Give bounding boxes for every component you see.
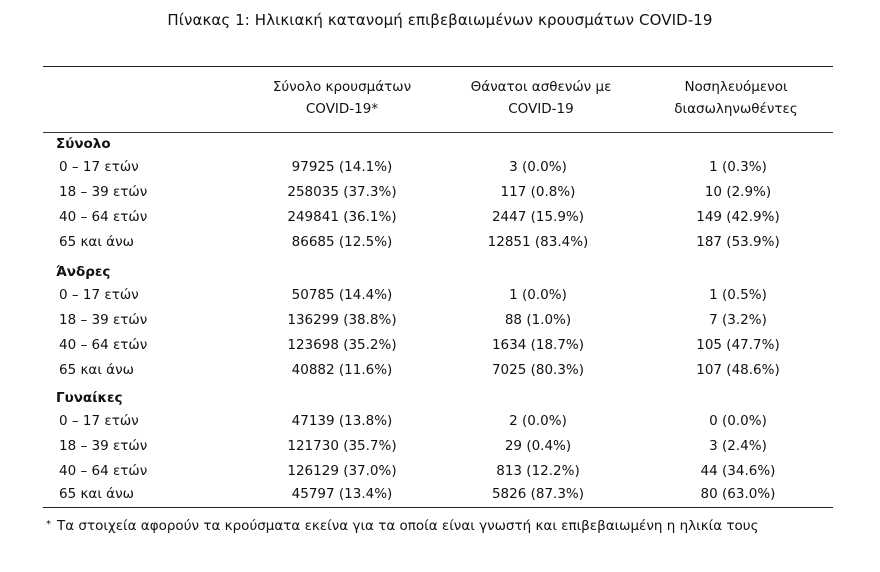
intubated-cell: 187 (53.9%) [696,234,780,250]
top-rule [43,66,833,67]
cases-cell: 249841 (36.1%) [287,209,397,225]
cases-cell: 50785 (14.4%) [291,287,393,303]
intubated-cell: 3 (2.4%) [709,438,767,454]
header-line: διασωληνωθέντες [674,101,798,117]
section-label-men: Άνδρες [56,264,111,280]
deaths-cell: 88 (1.0%) [504,312,572,328]
header-total-cases: Σύνολο κρουσμάτων COVID-19* [262,76,422,120]
age-group-cell: 18 – 39 ετών [59,312,148,328]
header-line: COVID-19 [508,101,574,117]
deaths-cell: 813 (12.2%) [496,463,580,479]
intubated-cell: 105 (47.7%) [696,337,780,353]
intubated-cell: 44 (34.6%) [700,463,776,479]
table-row: 40 – 64 ετών 249841 (36.1%) 2447 (15.9%)… [0,209,880,234]
cases-cell: 40882 (11.6%) [291,362,393,378]
age-group-cell: 40 – 64 ετών [59,209,148,225]
footnote-text: Τα στοιχεία αφορούν τα κρούσματα εκείνα … [57,518,759,534]
age-group-cell: 40 – 64 ετών [59,463,148,479]
deaths-cell: 2 (0.0%) [509,413,567,429]
table-row: 65 και άνω 86685 (12.5%) 12851 (83.4%) 1… [0,234,880,259]
header-line: Θάνατοι ασθενών με [470,79,612,95]
deaths-cell: 29 (0.4%) [504,438,572,454]
header-deaths: Θάνατοι ασθενών με COVID-19 [461,76,621,120]
header-line: COVID-19* [305,101,379,117]
bottom-rule [43,507,833,508]
age-group-cell: 65 και άνω [59,486,134,502]
intubated-cell: 0 (0.0%) [709,413,767,429]
age-group-cell: 0 – 17 ετών [59,413,139,429]
table-row: 0 – 17 ετών 97925 (14.1%) 3 (0.0%) 1 (0.… [0,159,880,184]
header-line: Σύνολο κρουσμάτων [272,79,412,95]
deaths-cell: 3 (0.0%) [509,159,567,175]
cases-cell: 121730 (35.7%) [287,438,397,454]
table-row: 40 – 64 ετών 123698 (35.2%) 1634 (18.7%)… [0,337,880,362]
section-label-total: Σύνολο [56,136,111,152]
age-group-cell: 18 – 39 ετών [59,438,148,454]
section-label-women: Γυναίκες [56,390,123,406]
cases-cell: 123698 (35.2%) [287,337,397,353]
cases-cell: 86685 (12.5%) [291,234,393,250]
footnote-mark: * [46,519,51,530]
cases-cell: 126129 (37.0%) [287,463,397,479]
intubated-cell: 1 (0.5%) [709,287,767,303]
deaths-cell: 117 (0.8%) [500,184,576,200]
cases-cell: 45797 (13.4%) [291,486,393,502]
cases-cell: 258035 (37.3%) [287,184,397,200]
header-rule [43,132,833,133]
deaths-cell: 12851 (83.4%) [487,234,589,250]
deaths-cell: 5826 (87.3%) [491,486,585,502]
intubated-cell: 149 (42.9%) [696,209,780,225]
deaths-cell: 1634 (18.7%) [491,337,585,353]
age-group-cell: 18 – 39 ετών [59,184,148,200]
cases-cell: 47139 (13.8%) [291,413,393,429]
deaths-cell: 2447 (15.9%) [491,209,585,225]
cases-cell: 136299 (38.8%) [287,312,397,328]
table-row: 18 – 39 ετών 136299 (38.8%) 88 (1.0%) 7 … [0,312,880,337]
age-group-cell: 40 – 64 ετών [59,337,148,353]
header-line: Νοσηλευόμενοι [684,79,788,95]
table-title: Πίνακας 1: Ηλικιακή κατανομή επιβεβαιωμέ… [167,11,713,29]
age-group-cell: 65 και άνω [59,234,134,250]
table-row: 65 και άνω 40882 (11.6%) 7025 (80.3%) 10… [0,362,880,387]
table-row: 65 και άνω 45797 (13.4%) 5826 (87.3%) 80… [0,486,880,511]
age-group-cell: 65 και άνω [59,362,134,378]
age-group-cell: 0 – 17 ετών [59,287,139,303]
intubated-cell: 7 (3.2%) [709,312,767,328]
table-row: 18 – 39 ετών 258035 (37.3%) 117 (0.8%) 1… [0,184,880,209]
footnote: * Τα στοιχεία αφορούν τα κρούσματα εκείνα… [46,518,759,534]
header-intubated: Νοσηλευόμενοι διασωληνωθέντες [656,76,816,120]
intubated-cell: 10 (2.9%) [704,184,772,200]
intubated-cell: 107 (48.6%) [696,362,780,378]
deaths-cell: 7025 (80.3%) [491,362,585,378]
table-row: 0 – 17 ετών 50785 (14.4%) 1 (0.0%) 1 (0.… [0,287,880,312]
table-row: 0 – 17 ετών 47139 (13.8%) 2 (0.0%) 0 (0.… [0,413,880,438]
intubated-cell: 80 (63.0%) [700,486,776,502]
table-row: 18 – 39 ετών 121730 (35.7%) 29 (0.4%) 3 … [0,438,880,463]
cases-cell: 97925 (14.1%) [291,159,393,175]
table-row: 40 – 64 ετών 126129 (37.0%) 813 (12.2%) … [0,463,880,488]
deaths-cell: 1 (0.0%) [509,287,567,303]
age-group-cell: 0 – 17 ετών [59,159,139,175]
intubated-cell: 1 (0.3%) [709,159,767,175]
